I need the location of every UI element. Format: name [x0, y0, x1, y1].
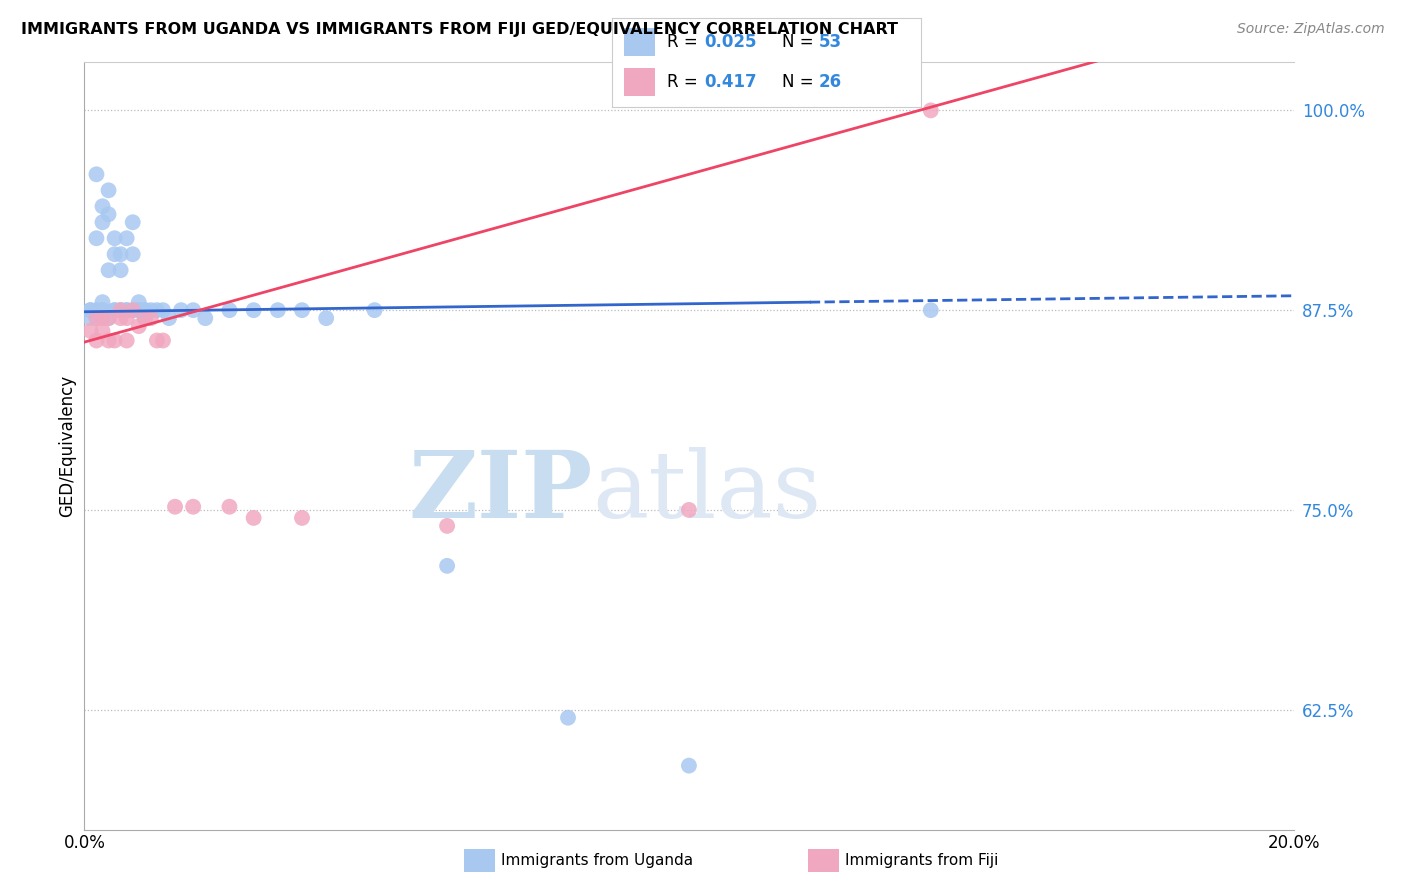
Point — [242, 303, 264, 318]
Point — [115, 334, 138, 348]
Point — [91, 303, 114, 318]
Text: 26: 26 — [818, 73, 842, 91]
Text: 53: 53 — [818, 33, 842, 51]
Point — [218, 303, 240, 318]
Point — [165, 500, 187, 514]
Point — [363, 303, 385, 318]
Point — [97, 263, 120, 277]
Point — [291, 303, 314, 318]
Text: ZIP: ZIP — [408, 447, 592, 537]
Point — [242, 511, 264, 525]
Y-axis label: GED/Equivalency: GED/Equivalency — [58, 375, 76, 517]
Point — [436, 519, 458, 533]
Point — [134, 311, 156, 326]
Point — [86, 231, 108, 245]
Point — [110, 303, 132, 318]
Point — [152, 334, 174, 348]
Point — [86, 311, 108, 326]
Point — [110, 303, 132, 318]
Point — [194, 311, 217, 326]
Point — [267, 303, 290, 318]
Point — [121, 215, 143, 229]
Point — [104, 231, 127, 245]
Text: R =: R = — [668, 73, 703, 91]
Point — [110, 311, 132, 326]
Point — [121, 247, 143, 261]
Point — [128, 319, 150, 334]
Point — [181, 303, 204, 318]
Point — [181, 500, 204, 514]
Point — [86, 303, 108, 318]
Point — [920, 303, 942, 318]
Point — [128, 303, 150, 318]
Point — [115, 311, 138, 326]
Text: 0.025: 0.025 — [704, 33, 756, 51]
Point — [91, 311, 114, 326]
Point — [678, 758, 700, 772]
Point — [104, 247, 127, 261]
Point — [110, 247, 132, 261]
Point — [315, 311, 337, 326]
Text: R =: R = — [668, 33, 703, 51]
Point — [97, 334, 120, 348]
Point — [218, 500, 240, 514]
Point — [157, 311, 180, 326]
Point — [91, 215, 114, 229]
Point — [91, 324, 114, 338]
Point — [121, 303, 143, 318]
Point — [121, 303, 143, 318]
Point — [128, 295, 150, 310]
Text: IMMIGRANTS FROM UGANDA VS IMMIGRANTS FROM FIJI GED/EQUIVALENCY CORRELATION CHART: IMMIGRANTS FROM UGANDA VS IMMIGRANTS FRO… — [21, 22, 898, 37]
Point — [557, 711, 579, 725]
Point — [110, 263, 132, 277]
Point — [97, 311, 120, 326]
Point — [678, 503, 700, 517]
Text: 0.417: 0.417 — [704, 73, 756, 91]
Point — [97, 311, 120, 326]
Point — [104, 303, 127, 318]
Point — [110, 303, 132, 318]
Point — [79, 311, 101, 326]
Point — [91, 295, 114, 310]
Point — [128, 303, 150, 318]
Point — [97, 183, 120, 197]
Point — [134, 303, 156, 318]
Bar — [624, 28, 655, 56]
Point — [291, 511, 314, 525]
Text: N =: N = — [782, 33, 818, 51]
Point — [79, 324, 101, 338]
Point — [139, 303, 162, 318]
Point — [79, 303, 101, 318]
Point — [79, 303, 101, 318]
Text: N =: N = — [782, 73, 818, 91]
Point — [115, 303, 138, 318]
Text: Immigrants from Uganda: Immigrants from Uganda — [501, 854, 693, 868]
Text: Immigrants from Fiji: Immigrants from Fiji — [845, 854, 998, 868]
Point — [139, 311, 162, 326]
Point — [91, 303, 114, 318]
Point — [920, 103, 942, 118]
Point — [115, 231, 138, 245]
Point — [134, 303, 156, 318]
Point — [146, 303, 169, 318]
Point — [104, 303, 127, 318]
Point — [86, 167, 108, 181]
Point — [146, 334, 169, 348]
Bar — [624, 68, 655, 96]
Point — [115, 303, 138, 318]
Point — [152, 303, 174, 318]
Point — [91, 199, 114, 213]
Point — [86, 334, 108, 348]
Text: atlas: atlas — [592, 447, 821, 537]
Text: Source: ZipAtlas.com: Source: ZipAtlas.com — [1237, 22, 1385, 37]
Point — [436, 558, 458, 573]
Point — [134, 311, 156, 326]
Point — [86, 311, 108, 326]
Point — [170, 303, 193, 318]
Point — [104, 334, 127, 348]
Point — [97, 207, 120, 221]
